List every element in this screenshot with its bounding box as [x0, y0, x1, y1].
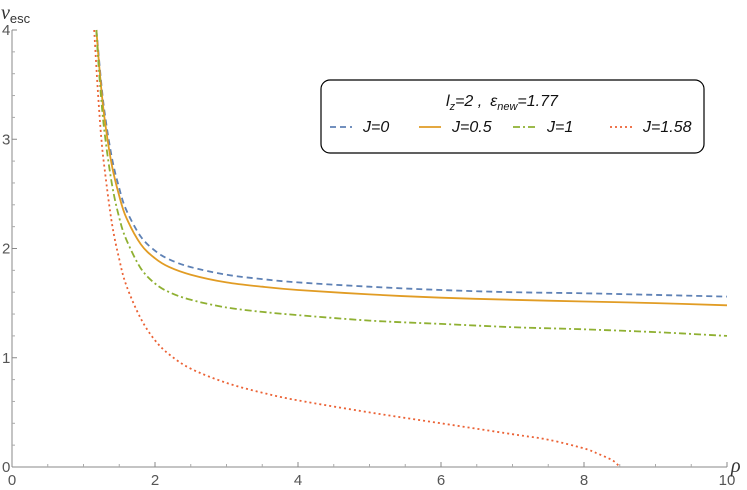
series-line [95, 29, 728, 307]
legend-items: J=0 J=0.5 J=1 J=1.58 [330, 119, 692, 136]
series-line [95, 29, 728, 298]
legend-title: lz=2 , εnew=1.77 [446, 93, 559, 113]
legend-box [320, 79, 705, 154]
y-tick-label: 1 [2, 350, 10, 367]
y-tick-label: 4 [2, 22, 10, 39]
y-tick-label: 3 [2, 131, 10, 148]
x-axis-label: ρ [730, 455, 741, 477]
legend-label: J=1.58 [642, 119, 692, 136]
y-tick-label: 2 [2, 241, 10, 258]
legend-label: J=0 [362, 119, 389, 136]
x-tick-label: 10 [719, 472, 736, 489]
legend-label: J=1 [546, 119, 573, 136]
plot-lines [93, 29, 728, 468]
x-tick-label: 2 [151, 472, 159, 489]
y-tick-label: 0 [2, 459, 10, 476]
legend-label: J=0.5 [451, 119, 492, 136]
x-tick-label: 6 [437, 472, 445, 489]
x-tick-label: 0 [8, 472, 16, 489]
ticks: 0 2 4 6 8 10 0 1 2 3 4 [2, 22, 735, 489]
y-axis-label: vesc [1, 2, 31, 26]
series-line [95, 29, 728, 337]
x-tick-label: 8 [580, 472, 588, 489]
legend: lz=2 , εnew=1.77 J=0 J=0.5 J=1 J=1.58 [320, 79, 705, 154]
x-tick-label: 4 [294, 472, 302, 489]
